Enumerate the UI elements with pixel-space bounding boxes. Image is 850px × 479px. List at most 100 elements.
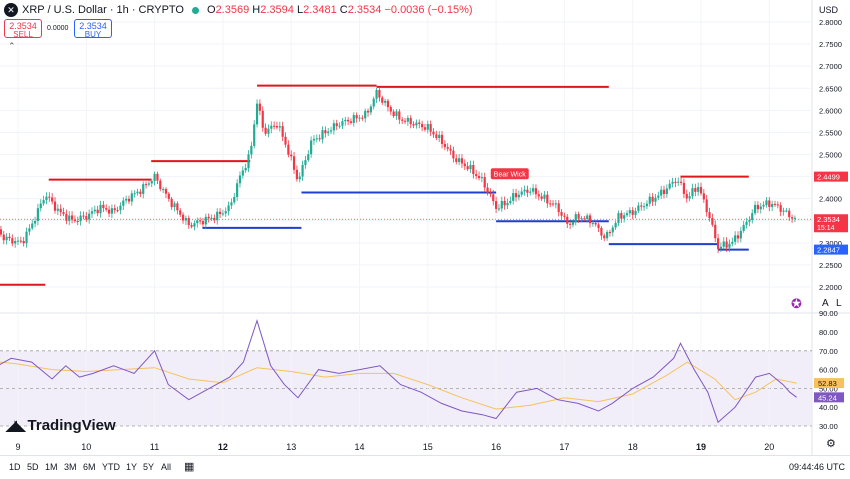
candle-body bbox=[708, 212, 711, 219]
candle-body bbox=[327, 131, 330, 134]
candle-body bbox=[748, 220, 751, 222]
candle-body bbox=[406, 117, 409, 122]
candle-body bbox=[537, 194, 540, 197]
timeframe-1d[interactable]: 1D bbox=[9, 462, 21, 472]
candle-body bbox=[290, 154, 293, 157]
candle-body bbox=[349, 121, 353, 123]
candle-body bbox=[580, 218, 583, 220]
candle-body bbox=[577, 214, 580, 219]
timeframe-all[interactable]: All bbox=[161, 462, 172, 472]
candle-body bbox=[563, 215, 566, 217]
time-tick-label: 18 bbox=[628, 442, 638, 452]
candle-body bbox=[776, 204, 779, 206]
price-tick-label: 2.2000 bbox=[819, 283, 842, 292]
candle-body bbox=[36, 208, 40, 221]
candle-body bbox=[366, 110, 370, 113]
candle-body bbox=[418, 122, 421, 124]
rsi-tick-label: 60.00 bbox=[819, 366, 838, 375]
candle-body bbox=[512, 193, 515, 201]
candle-body bbox=[244, 167, 247, 171]
candle-body bbox=[324, 130, 327, 134]
collapse-chevron-icon[interactable]: ⌃ bbox=[8, 41, 16, 51]
clock-readout[interactable]: 09:44:46 UTC bbox=[789, 462, 846, 472]
candle-body bbox=[409, 117, 412, 125]
candle-body bbox=[540, 196, 543, 199]
timeframe-5y[interactable]: 5Y bbox=[143, 462, 155, 472]
candle-body bbox=[731, 241, 734, 244]
candle-body bbox=[90, 211, 94, 214]
candle-body bbox=[762, 204, 765, 207]
candle-body bbox=[734, 235, 737, 242]
candle-body bbox=[480, 177, 483, 179]
chart-canvas[interactable]: 2.20002.25002.30002.35002.40002.45002.50… bbox=[0, 0, 850, 455]
candle-body bbox=[62, 212, 65, 214]
price-tick-label: 2.6500 bbox=[819, 84, 842, 93]
candle-body bbox=[753, 204, 757, 214]
sell-button[interactable]: 2.3534 SELL bbox=[4, 19, 42, 39]
candle-body bbox=[65, 213, 68, 221]
candle-body bbox=[398, 111, 401, 120]
auto-scale-button[interactable]: A bbox=[822, 298, 829, 309]
tradingview-logo[interactable]: ◢◣ TradingView bbox=[6, 417, 116, 434]
candle-body bbox=[603, 235, 606, 239]
candle-body bbox=[22, 241, 25, 244]
candle-body bbox=[79, 215, 82, 222]
candle-body bbox=[93, 209, 96, 212]
symbol-title[interactable]: XRP / U.S. Dollar · 1h · CRYPTO bbox=[22, 4, 184, 16]
candle-body bbox=[645, 203, 649, 207]
candle-body bbox=[338, 125, 341, 127]
candle-body bbox=[170, 198, 173, 208]
timeframe-6m[interactable]: 6M bbox=[83, 462, 96, 472]
timeframe-1y[interactable]: 1Y bbox=[126, 462, 138, 472]
buy-button[interactable]: 2.3534 BUY bbox=[74, 19, 112, 39]
indicator-sparkle-icon[interactable]: ✪ bbox=[791, 296, 802, 311]
candle-body bbox=[247, 154, 250, 168]
candle-body bbox=[375, 89, 378, 99]
candle-body bbox=[381, 97, 384, 103]
candle-body bbox=[648, 196, 651, 204]
candle-body bbox=[526, 189, 529, 193]
time-tick-label: 20 bbox=[764, 442, 774, 452]
candle-body bbox=[620, 213, 623, 219]
rsi-axis-label bbox=[814, 392, 844, 403]
currency-label[interactable]: USD bbox=[819, 5, 839, 15]
candle-body bbox=[264, 127, 267, 134]
log-scale-button[interactable]: L bbox=[836, 298, 842, 309]
candle-body bbox=[492, 194, 495, 202]
candle-body bbox=[307, 154, 310, 161]
rsi-tick-label: 80.00 bbox=[819, 328, 838, 337]
calendar-icon[interactable]: ▦ bbox=[184, 461, 195, 473]
candle-body bbox=[640, 205, 643, 207]
candle-body bbox=[369, 106, 372, 113]
candle-body bbox=[45, 196, 48, 201]
candle-body bbox=[597, 224, 600, 229]
timeframe-5d[interactable]: 5D bbox=[27, 462, 39, 472]
candle-body bbox=[566, 216, 569, 224]
time-tick-label: 13 bbox=[286, 442, 296, 452]
timeframe-1m[interactable]: 1M bbox=[45, 462, 58, 472]
candle-body bbox=[310, 140, 313, 155]
candle-body bbox=[386, 100, 390, 108]
candle-body bbox=[33, 220, 37, 224]
timeframe-ytd[interactable]: YTD bbox=[102, 462, 120, 472]
candle-body bbox=[449, 148, 452, 151]
candle-body bbox=[719, 246, 723, 249]
candle-body bbox=[321, 130, 324, 140]
candle-body bbox=[440, 134, 444, 144]
candle-body bbox=[39, 203, 42, 209]
candle-body bbox=[523, 189, 526, 192]
candle-body bbox=[583, 218, 586, 220]
candle-body bbox=[255, 103, 259, 125]
settings-gear-icon[interactable]: ⚙ bbox=[826, 438, 836, 450]
ohlc-values: O2.3569 H2.3594 L2.3481 C2.3534 −0.0036 … bbox=[207, 4, 473, 16]
candle-body bbox=[364, 110, 367, 119]
candle-body bbox=[139, 191, 142, 194]
candle-body bbox=[258, 103, 261, 111]
candle-body bbox=[199, 220, 202, 222]
rsi-axis-label-text: 45.24 bbox=[818, 393, 837, 402]
candle-body bbox=[147, 183, 151, 185]
candle-body bbox=[142, 184, 145, 194]
candle-body bbox=[705, 199, 708, 213]
timeframe-3m[interactable]: 3M bbox=[64, 462, 77, 472]
candle-body bbox=[756, 204, 760, 210]
